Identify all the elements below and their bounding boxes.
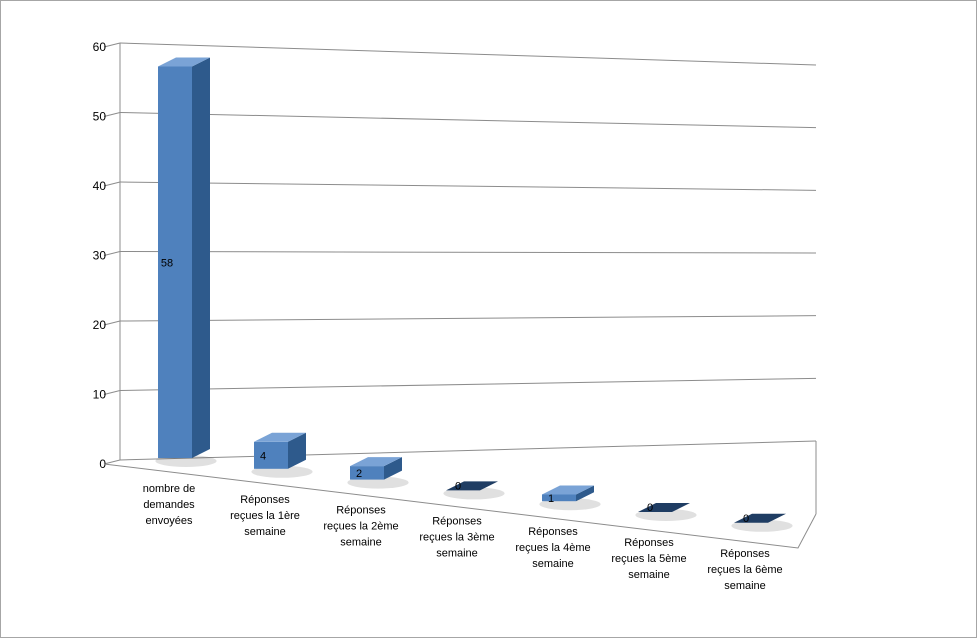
bar-top bbox=[350, 457, 402, 467]
x-tick-label: nombre de bbox=[143, 483, 196, 495]
y-tick-label: 20 bbox=[93, 318, 107, 332]
data-label: 4 bbox=[260, 450, 266, 462]
gridline bbox=[119, 440, 817, 461]
x-tick-label: Réponses bbox=[432, 515, 482, 527]
y-tick-label: 30 bbox=[93, 249, 107, 263]
x-tick-label: semaine bbox=[244, 526, 286, 538]
bar-top bbox=[446, 481, 498, 491]
x-tick-label: reçues la 3ème bbox=[419, 531, 494, 543]
bar-top bbox=[254, 432, 306, 442]
x-tick-label: semaine bbox=[436, 547, 478, 559]
y-tick-label: 50 bbox=[93, 110, 107, 124]
data-label: 0 bbox=[455, 480, 461, 492]
gridline bbox=[119, 112, 817, 129]
bar-top bbox=[734, 513, 786, 523]
data-label: 0 bbox=[647, 502, 653, 514]
x-tick-label: Réponses bbox=[528, 526, 578, 538]
bar-front bbox=[158, 66, 192, 458]
x-tick-label: reçues la 5ème bbox=[611, 553, 686, 565]
bar-side bbox=[288, 432, 306, 469]
bar-side bbox=[576, 485, 594, 502]
y-tick-label: 60 bbox=[93, 40, 107, 54]
x-tick-label: Réponses bbox=[720, 548, 770, 560]
floor-edge bbox=[103, 463, 817, 549]
bar-top bbox=[638, 503, 690, 512]
y-tick-line bbox=[103, 112, 121, 117]
bar-front bbox=[350, 466, 384, 480]
gridline bbox=[119, 251, 817, 254]
bar-front bbox=[542, 494, 576, 502]
y-tick-label: 10 bbox=[93, 388, 107, 402]
y-tick-line bbox=[103, 181, 121, 187]
x-tick-label: Réponses bbox=[240, 494, 290, 506]
bar-front bbox=[254, 441, 288, 469]
x-tick-label: semaine bbox=[628, 569, 670, 581]
bar-side bbox=[192, 57, 210, 458]
data-label: 1 bbox=[548, 493, 554, 505]
x-tick-label: envoyées bbox=[145, 515, 193, 527]
y-tick-label: 40 bbox=[93, 179, 107, 193]
data-label: 0 bbox=[743, 513, 749, 525]
data-label: 2 bbox=[356, 468, 362, 480]
y-tick-line bbox=[103, 320, 121, 326]
y-tick-label: 0 bbox=[99, 457, 106, 471]
x-tick-label: reçues la 4ème bbox=[515, 542, 590, 554]
bar-side bbox=[384, 457, 402, 480]
bar-top bbox=[158, 57, 210, 67]
y-tick-line bbox=[103, 390, 121, 395]
gridline bbox=[119, 181, 817, 191]
x-tick-label: reçues la 2ème bbox=[323, 521, 398, 533]
gridline bbox=[119, 315, 817, 322]
gridline bbox=[119, 42, 817, 66]
y-tick-line bbox=[103, 251, 121, 256]
gridline bbox=[119, 377, 817, 391]
x-tick-label: semaine bbox=[340, 537, 382, 549]
data-label: 58 bbox=[161, 257, 173, 269]
x-tick-label: demandes bbox=[143, 499, 195, 511]
y-tick-line bbox=[103, 459, 121, 465]
x-tick-label: Réponses bbox=[624, 537, 674, 549]
x-tick-label: semaine bbox=[724, 580, 766, 592]
bar-top bbox=[542, 485, 594, 495]
x-tick-label: reçues la 1ère bbox=[230, 510, 300, 522]
x-tick-label: Réponses bbox=[336, 505, 386, 517]
x-tick-label: semaine bbox=[532, 558, 574, 570]
x-tick-label: reçues la 6ème bbox=[707, 564, 782, 576]
y-tick-line bbox=[103, 42, 121, 48]
